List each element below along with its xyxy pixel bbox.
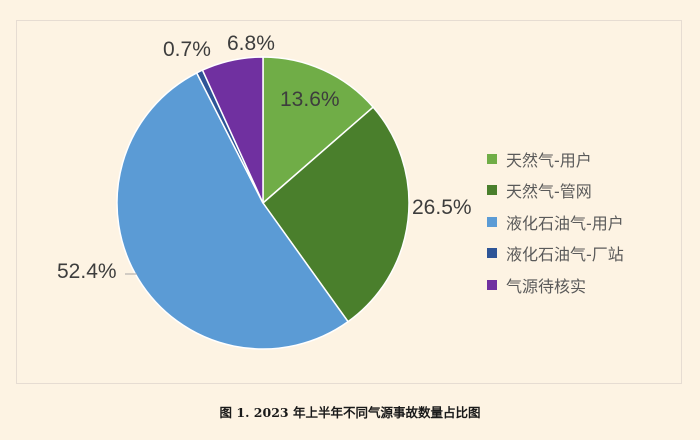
legend-swatch: [487, 216, 497, 227]
legend-swatch: [487, 248, 497, 259]
slice-label-natural-gas-user: 13.6%: [280, 88, 340, 111]
pie-slice: [201, 56, 264, 204]
slice-label-lpg-user: 52.4%: [57, 260, 117, 283]
legend-swatch: [487, 185, 497, 196]
legend-item: 天然气-管网: [487, 175, 624, 207]
pie-slice: [116, 71, 350, 350]
legend-swatch: [487, 153, 497, 164]
legend-label: 气源待核实: [506, 276, 587, 296]
chart-legend: 天然气-用户 天然气-管网 液化石油气-用户 液化石油气-厂站 气源待核实: [487, 143, 624, 301]
slice-label-natural-gas-pipeline: 26.5%: [412, 196, 472, 219]
pie-slice: [262, 56, 375, 205]
slice-label-lpg-station: 0.7%: [163, 38, 211, 61]
legend-label: 液化石油气-厂站: [506, 245, 624, 265]
legend-item: 天然气-用户: [487, 143, 624, 175]
legend-label: 天然气-管网: [506, 182, 592, 202]
legend-swatch: [487, 279, 497, 290]
legend-label: 天然气-用户: [506, 150, 592, 170]
figure-caption: 图 1. 2023 年上半年不同气源事故数量占比图: [219, 405, 481, 420]
pie-slice: [261, 106, 410, 323]
legend-label: 液化石油气-用户: [506, 213, 624, 233]
legend-item: 液化石油气-厂站: [487, 238, 624, 270]
legend-item: 气源待核实: [487, 269, 624, 301]
legend-item: 液化石油气-用户: [487, 206, 624, 238]
slice-label-unverified: 6.8%: [227, 32, 275, 55]
